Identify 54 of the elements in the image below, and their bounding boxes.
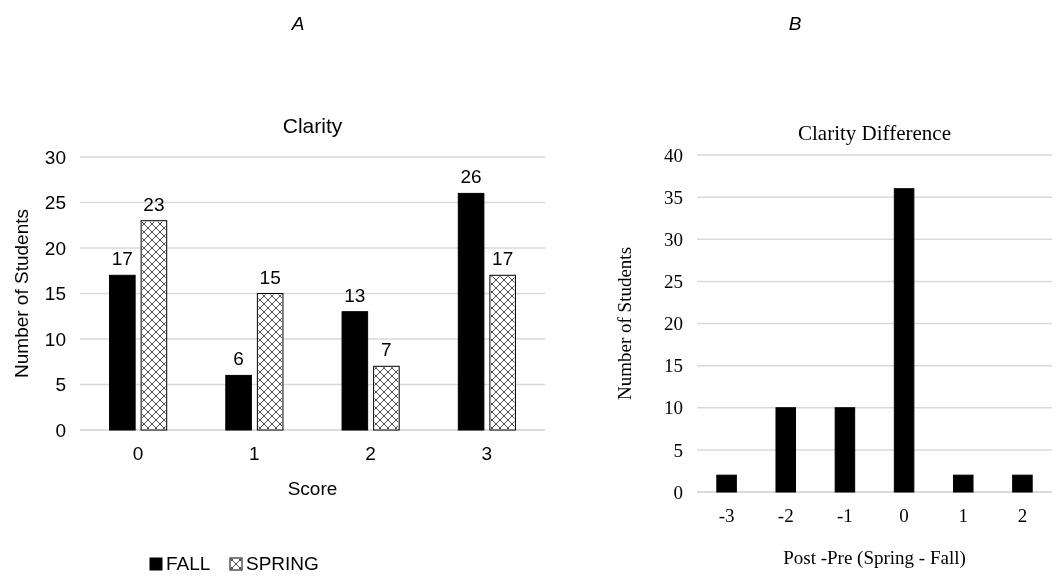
y-axis-title: Number of Students (614, 246, 635, 401)
y-tick-label: 25 (44, 192, 66, 214)
x-tick-label: 0 (899, 505, 909, 526)
data-label: 26 (460, 166, 482, 188)
x-tick-label: -2 (777, 505, 794, 526)
data-label: 7 (381, 339, 392, 361)
data-label: 17 (111, 248, 133, 270)
y-tick-label: 40 (664, 144, 683, 166)
data-label: 15 (259, 266, 281, 288)
y-tick-label: 30 (664, 228, 683, 250)
bar (716, 474, 737, 493)
bar (457, 192, 485, 431)
x-tick-label: 2 (365, 443, 376, 464)
y-tick-label: 15 (664, 355, 683, 377)
bar (109, 274, 136, 431)
x-tick-label: 0 (132, 443, 144, 464)
y-tick-label: 5 (673, 439, 683, 461)
data-label: 6 (233, 348, 244, 370)
y-tick-label: 10 (44, 328, 66, 350)
x-tick-label: 2 (1017, 505, 1028, 526)
text: B (788, 13, 802, 34)
legend-label: SPRING (246, 553, 319, 574)
data-label: 13 (344, 284, 366, 306)
y-tick-label: 15 (44, 283, 66, 305)
y-tick-label: 20 (664, 313, 683, 335)
y-tick-label: 25 (664, 271, 683, 293)
chart-title: Clarity Difference (798, 121, 951, 145)
x-tick-label: 1 (958, 505, 968, 526)
y-tick-label: 35 (664, 186, 683, 208)
y-tick-label: 0 (55, 419, 66, 441)
y-tick-label: 10 (664, 397, 683, 419)
y-tick-label: 0 (673, 481, 683, 503)
x-tick-label: 3 (481, 443, 493, 464)
bar (775, 407, 797, 493)
bar (341, 311, 369, 431)
y-tick-label: 5 (55, 374, 66, 396)
x-axis-title: Score (287, 478, 338, 499)
data-label: 23 (143, 193, 165, 215)
x-tick-label: 1 (249, 443, 260, 464)
y-axis-title: Number of Students (11, 209, 32, 378)
x-axis-title: Post -Pre (Spring - Fall) (783, 547, 966, 569)
y-tick-label: 30 (44, 146, 66, 168)
x-tick-label: -1 (837, 505, 853, 526)
chart-title: Clarity (282, 114, 343, 137)
legend-label: FALL (166, 553, 211, 574)
y-tick-label: 20 (44, 237, 66, 259)
bar (893, 188, 915, 493)
bar (834, 407, 856, 493)
bar (225, 374, 252, 431)
bar (1012, 474, 1033, 493)
text: A (290, 13, 305, 34)
data-label: 17 (492, 248, 514, 270)
bar (952, 474, 974, 493)
x-tick-label: -3 (718, 505, 735, 526)
